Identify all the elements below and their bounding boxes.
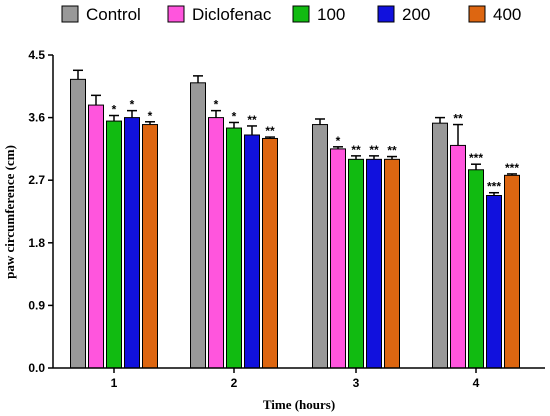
- y-tick-label: 2.7: [28, 173, 45, 187]
- y-tick-label: 0.0: [28, 361, 45, 375]
- legend-item: Diclofenac: [167, 5, 272, 24]
- significance-label: *: [214, 98, 219, 112]
- legend-item: Control: [61, 5, 141, 24]
- legend-label: 200: [402, 5, 430, 24]
- bar: [88, 104, 104, 369]
- legend-item: 100: [292, 5, 345, 24]
- bar: [226, 127, 242, 369]
- bar: [70, 78, 86, 369]
- significance-label: ***: [505, 161, 519, 175]
- significance-label: **: [387, 144, 397, 158]
- legend-swatch: [61, 5, 79, 23]
- legend-label: 400: [493, 5, 521, 24]
- significance-label: *: [336, 134, 341, 148]
- significance-label: *: [232, 109, 237, 123]
- y-tick-label: 0.9: [28, 298, 45, 312]
- legend-swatch: [292, 5, 310, 23]
- x-tick-label: 3: [353, 376, 360, 390]
- legend-label: 100: [317, 5, 345, 24]
- x-tick-label: 2: [231, 376, 238, 390]
- y-axis-title: paw circumference (cm): [2, 145, 17, 279]
- significance-label: **: [247, 113, 257, 127]
- bar: [190, 82, 206, 369]
- significance-label: **: [453, 112, 463, 126]
- significance-label: *: [130, 98, 135, 112]
- bar: [262, 137, 278, 369]
- bar: [312, 124, 328, 369]
- bar: [366, 158, 382, 369]
- significance-label: *: [112, 103, 117, 117]
- significance-label: **: [369, 143, 379, 157]
- legend-swatch: [468, 5, 486, 23]
- y-tick-label: 4.5: [28, 48, 45, 62]
- axes: 0.0 0.9 1.8 2.7 3.6 4.5 1 2 3 4: [28, 48, 545, 390]
- x-tick-label: 4: [473, 376, 480, 390]
- bar: [432, 122, 448, 369]
- y-tick-label: 3.6: [28, 111, 45, 125]
- bar: [106, 120, 122, 369]
- significance-label: **: [351, 143, 361, 157]
- legend-swatch: [377, 5, 395, 23]
- bar: [450, 144, 466, 369]
- bar: [244, 134, 260, 369]
- bar: [504, 174, 520, 369]
- bar: [468, 169, 484, 369]
- bar: [384, 158, 400, 369]
- significance-label: *: [148, 109, 153, 123]
- legend-swatch: [167, 5, 185, 23]
- bar: [330, 148, 346, 369]
- bar: [124, 117, 140, 369]
- legend-label: Diclofenac: [192, 5, 272, 24]
- x-tick-label: 1: [111, 376, 118, 390]
- legend: Control Diclofenac 100 200 400: [61, 5, 521, 24]
- y-tick-label: 1.8: [28, 236, 45, 250]
- legend-item: 200: [377, 5, 430, 24]
- significance-label: ***: [487, 180, 501, 194]
- bar: [486, 195, 502, 369]
- bars: * **** ******* ** *************: [70, 69, 520, 369]
- legend-item: 400: [468, 5, 521, 24]
- x-axis-title: Time (hours): [263, 397, 335, 412]
- bar: [348, 158, 364, 369]
- significance-label: ***: [469, 151, 483, 165]
- bar: [142, 124, 158, 369]
- significance-label: **: [265, 124, 275, 138]
- legend-label: Control: [86, 5, 141, 24]
- bar: [208, 117, 224, 369]
